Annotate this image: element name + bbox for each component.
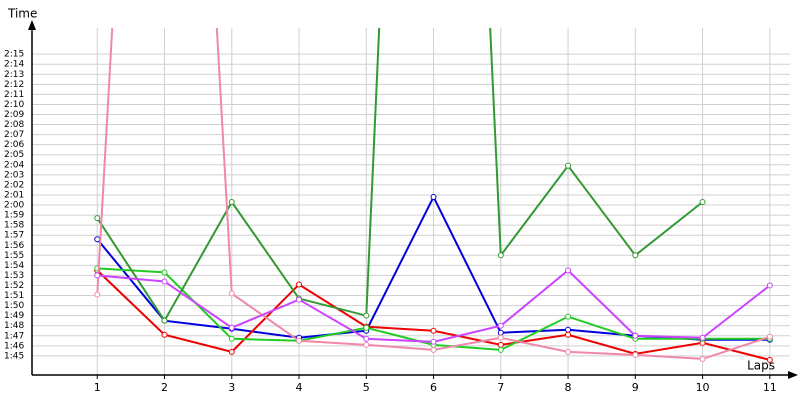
y-tick-label: 2:03 bbox=[4, 170, 24, 180]
data-point bbox=[766, 282, 773, 289]
data-point bbox=[228, 348, 235, 355]
data-point bbox=[228, 335, 235, 342]
y-tick-label: 1:59 bbox=[4, 211, 24, 221]
data-point bbox=[228, 199, 235, 206]
x-tick-label: 3 bbox=[228, 381, 235, 394]
data-point bbox=[363, 335, 370, 342]
data-point bbox=[565, 331, 572, 338]
data-point bbox=[497, 341, 504, 348]
x-axis-arrow bbox=[788, 371, 798, 379]
data-point bbox=[699, 334, 706, 341]
plot-area bbox=[94, 28, 773, 363]
data-point bbox=[430, 346, 437, 353]
x-tick-label: 5 bbox=[363, 381, 370, 394]
y-tick-label: 2:13 bbox=[4, 70, 24, 80]
y-tick-label: 1:47 bbox=[4, 331, 24, 341]
data-point bbox=[296, 281, 303, 288]
y-tick-label: 1:58 bbox=[4, 221, 24, 231]
data-point bbox=[497, 334, 504, 341]
data-point bbox=[565, 348, 572, 355]
data-point bbox=[296, 296, 303, 303]
data-point bbox=[94, 215, 101, 222]
data-point bbox=[296, 337, 303, 344]
data-point bbox=[161, 331, 168, 338]
y-tick-label: 2:11 bbox=[4, 90, 24, 100]
y-tick-label: 2:12 bbox=[4, 80, 24, 90]
data-point bbox=[632, 332, 639, 339]
data-point bbox=[94, 236, 101, 243]
data-point bbox=[363, 324, 370, 331]
y-tick-label: 2:14 bbox=[4, 60, 24, 70]
x-tick-label: 11 bbox=[763, 381, 777, 394]
data-point bbox=[94, 291, 101, 298]
y-tick-label: 1:49 bbox=[4, 311, 24, 321]
y-tick-label: 2:04 bbox=[4, 160, 24, 170]
x-tick-label: 2 bbox=[161, 381, 168, 394]
y-tick-label: 2:06 bbox=[4, 140, 24, 150]
y-axis-arrow bbox=[28, 20, 36, 30]
data-point bbox=[766, 356, 773, 363]
y-tick-label: 1:57 bbox=[4, 231, 24, 241]
data-point bbox=[430, 193, 437, 200]
y-tick-label: 2:07 bbox=[4, 130, 24, 140]
data-point bbox=[632, 351, 639, 358]
data-point bbox=[363, 312, 370, 319]
data-point bbox=[430, 338, 437, 345]
x-tick-label: 8 bbox=[565, 381, 572, 394]
data-point bbox=[228, 290, 235, 297]
data-point bbox=[699, 355, 706, 362]
data-point bbox=[632, 252, 639, 259]
x-tick-label: 4 bbox=[296, 381, 303, 394]
data-point bbox=[497, 346, 504, 353]
y-tick-label: 1:52 bbox=[4, 281, 24, 291]
data-point bbox=[430, 327, 437, 334]
x-tick-label: 1 bbox=[94, 381, 101, 394]
y-tick-label: 2:15 bbox=[4, 50, 24, 60]
data-point bbox=[565, 326, 572, 333]
y-tick-label: 2:10 bbox=[4, 100, 24, 110]
x-tick-label: 7 bbox=[497, 381, 504, 394]
series-line bbox=[96, 28, 704, 323]
y-tick-label: 1:54 bbox=[4, 261, 24, 271]
y-tick-label: 2:09 bbox=[4, 110, 24, 120]
y-axis-label: Time bbox=[7, 7, 37, 21]
x-tick-label: 10 bbox=[696, 381, 710, 394]
data-point bbox=[161, 278, 168, 285]
y-tick-label: 2:01 bbox=[4, 190, 24, 200]
y-tick-label: 1:46 bbox=[4, 341, 24, 351]
y-tick-label: 2:08 bbox=[4, 120, 24, 130]
data-point bbox=[497, 252, 504, 259]
y-tick-label: 1:53 bbox=[4, 271, 24, 281]
y-tick-label: 2:00 bbox=[4, 201, 24, 211]
y-tick-label: 1:50 bbox=[4, 301, 24, 311]
y-tick-label: 2:02 bbox=[4, 180, 24, 190]
data-point bbox=[94, 272, 101, 279]
data-point bbox=[161, 269, 168, 276]
x-axis-label: Laps bbox=[747, 359, 775, 373]
y-tick-label: 1:45 bbox=[4, 351, 24, 361]
data-point bbox=[565, 313, 572, 320]
data-point bbox=[766, 333, 773, 340]
data-point bbox=[161, 317, 168, 324]
data-point bbox=[565, 162, 572, 169]
y-tick-label: 1:51 bbox=[4, 291, 24, 301]
y-tick-label: 1:55 bbox=[4, 251, 24, 261]
x-tick-label: 9 bbox=[632, 381, 639, 394]
y-tick-label: 1:48 bbox=[4, 321, 24, 331]
y-tick-label: 1:56 bbox=[4, 241, 24, 251]
data-point bbox=[497, 322, 504, 329]
data-point bbox=[363, 341, 370, 348]
data-point bbox=[565, 267, 572, 274]
y-tick-label: 2:05 bbox=[4, 150, 24, 160]
data-point bbox=[228, 324, 235, 331]
data-point bbox=[497, 329, 504, 336]
x-tick-label: 6 bbox=[430, 381, 437, 394]
data-point bbox=[699, 199, 706, 206]
